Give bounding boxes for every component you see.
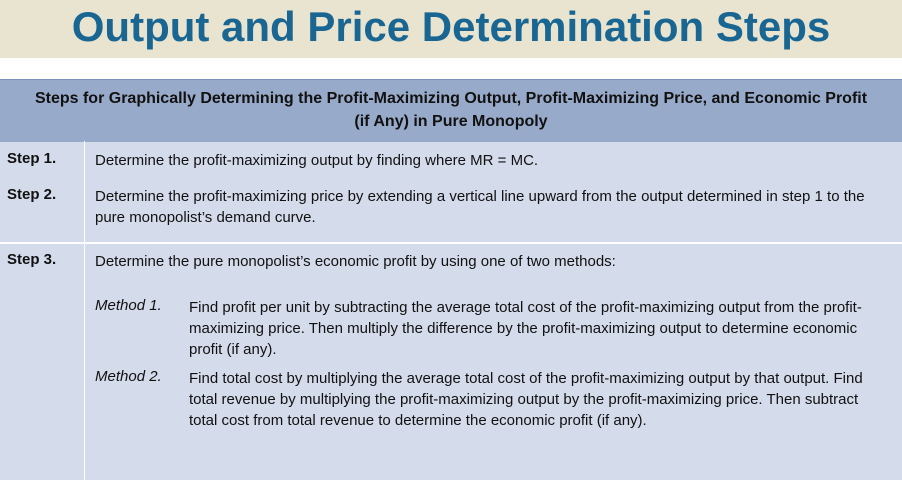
method-1-label: Method 1. (95, 297, 162, 314)
title-band: Output and Price Determination Steps (0, 0, 902, 58)
table-header-text: Steps for Graphically Determining the Pr… (34, 90, 868, 130)
step-2-label: Step 2. (7, 186, 57, 203)
steps-table: Steps for Graphically Determining the Pr… (0, 79, 902, 480)
step-1-text: Determine the profit-maximizing output b… (95, 152, 539, 169)
row-divider (0, 242, 902, 244)
slide-title: Output and Price Determination Steps (71, 3, 831, 50)
table-header: Steps for Graphically Determining the Pr… (0, 79, 902, 142)
step-3-label: Step 3. (7, 251, 57, 268)
step-3-text: Determine the pure monopolist’s economic… (95, 253, 616, 270)
method-2-label: Method 2. (95, 368, 162, 385)
step-1-label: Step 1. (7, 150, 57, 167)
step-2-text: Determine the profit-maximizing price by… (95, 188, 865, 226)
method-1-text: Find profit per unit by subtracting the … (189, 299, 862, 358)
method-2-text: Find total cost by multiplying the avera… (189, 370, 863, 429)
column-divider (84, 141, 85, 480)
